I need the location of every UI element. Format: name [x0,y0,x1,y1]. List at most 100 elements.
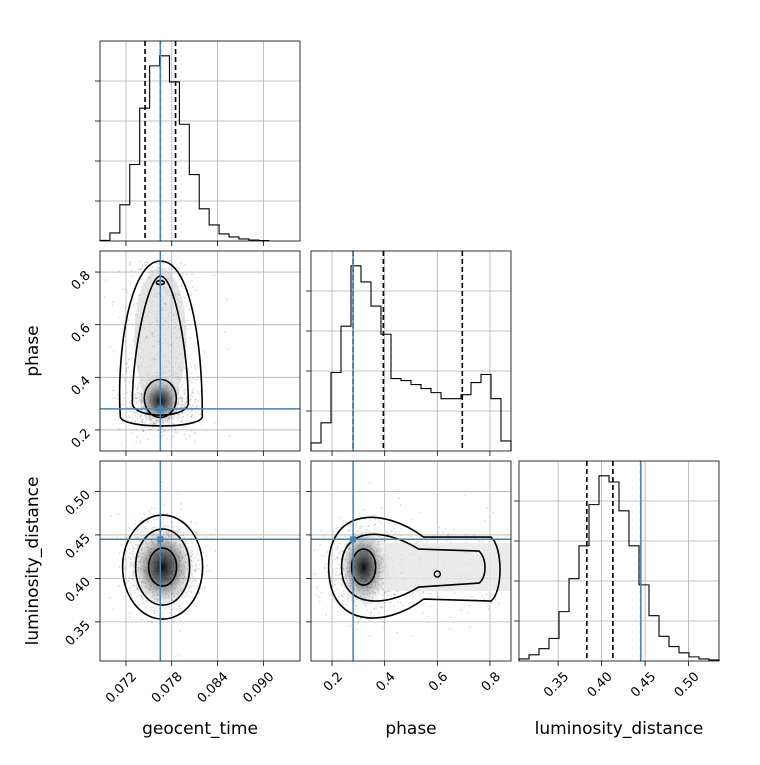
sample-point [183,391,186,394]
sample-point [111,389,114,392]
x-tick-label-phase-2: 0.6 [426,669,451,694]
sample-point [442,531,445,534]
sample-point [190,416,193,418]
sample-point [205,570,208,573]
sample-point [123,567,126,569]
sample-point [374,523,377,526]
sample-point [194,411,197,414]
sample-point [372,608,375,611]
sample-point [192,420,195,423]
sample-point [188,610,190,613]
sample-point [189,393,192,395]
sample-point [385,590,388,593]
sample-point [120,543,123,546]
sample-point [485,507,488,510]
sample-point [130,586,133,589]
sample-point [163,504,166,507]
sample-point [336,526,339,529]
sample-point [428,593,430,596]
sample-point [152,609,155,612]
sample-point [364,518,366,521]
sample-point [333,600,336,603]
sample-point [125,392,128,394]
contour-mid-0 [131,275,190,416]
y-tick-label-luminosity_distance-2: 0.45 [63,531,94,562]
sample-point [378,520,381,523]
sample-point [125,288,128,291]
sample-point [131,432,134,435]
sample-point [127,381,130,384]
sample-point [138,268,141,271]
hist-step-luminosity_distance [518,475,720,661]
sample-point [438,526,441,529]
x-tick-label-luminosity_distance-3: 0.50 [672,669,703,700]
sample-point [228,435,231,438]
sample-point [334,579,337,582]
sample-point [118,565,121,568]
x-tick-label-phase-3: 0.8 [479,669,504,694]
sample-point [416,540,419,543]
sample-point [96,370,98,372]
sample-point [313,549,316,551]
sample-point [186,533,189,536]
sample-point [162,261,164,264]
sample-point [498,602,500,605]
sample-point [113,386,116,388]
sample-point [127,366,130,369]
sample-point [134,523,137,525]
sample-point [188,395,191,398]
pair-0-bg [100,251,300,451]
sample-point [130,313,133,315]
sample-point [401,605,404,607]
x-axis-label-geocent_time: geocent_time [142,719,258,739]
sample-point [137,528,140,531]
sample-point [307,568,309,570]
sample-point [186,421,188,424]
sample-point [185,305,188,308]
contour-island-2 [433,570,442,578]
sample-point [125,371,128,374]
sample-point [124,363,127,365]
sample-point [416,590,419,593]
sample-point [157,429,160,431]
sample-point [197,559,200,562]
sample-point [146,520,149,523]
sample-point [127,580,130,583]
sample-point [485,593,488,596]
sample-point [322,554,324,557]
sample-point [134,385,137,387]
truth-marker-1 [157,536,164,543]
sample-point [194,367,197,370]
sample-point [394,532,397,534]
sample-point [147,521,150,524]
sample-point [178,267,181,269]
sample-point [191,542,194,545]
sample-point [127,358,130,361]
sample-point [422,611,425,614]
sample-point [201,589,204,592]
sample-point [122,416,125,419]
sample-point [355,616,358,619]
hist-panel-geocent_time [95,40,301,246]
sample-point [196,405,198,407]
sample-point [188,411,191,414]
sample-point [181,418,184,421]
sample-point [142,454,144,456]
sample-point [217,577,219,580]
sample-point [121,288,124,291]
y-tick-label-luminosity_distance-1: 0.40 [63,575,94,606]
sample-point [122,397,125,400]
sample-point [115,536,118,538]
sample-point [164,427,167,429]
sample-point [356,628,359,631]
sample-point [185,353,188,356]
sample-point [197,558,200,561]
sample-point [492,511,495,514]
sample-point [320,529,323,532]
sample-point [226,298,228,301]
sample-point [324,566,326,569]
x-tick-label-luminosity_distance-1: 0.40 [585,669,616,700]
sample-point [197,399,200,402]
sample-point [388,591,391,594]
sample-point [190,415,193,418]
